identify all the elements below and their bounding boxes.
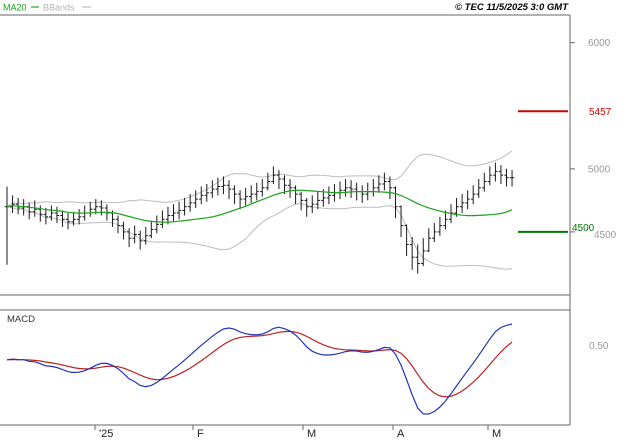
price-tick-5000: 5000 [588, 165, 611, 176]
copyright-text: © TEC 11/5/2025 3:0 GMT [455, 2, 569, 13]
price-tick-4500: 4500 [594, 230, 617, 241]
price-axis-ticks-layer [570, 42, 575, 233]
ma20-legend-label: MA20 [3, 3, 27, 13]
bb-lower-line [6, 202, 513, 270]
x-axis-label: M [307, 428, 316, 440]
x-axis-label: M [492, 428, 501, 440]
macd-axis-label: 0.50 [589, 341, 609, 352]
bollinger-bands-layer [6, 150, 513, 270]
ma20-layer [6, 189, 513, 223]
macd-signal-polyline [6, 330, 513, 398]
bb-upper-line [6, 150, 513, 208]
bbands-legend-label: BBands [43, 3, 75, 13]
resistance-price-label: 5457 [589, 107, 612, 118]
support-price-label: 4500 [572, 223, 595, 234]
x-axis-label: A [397, 428, 405, 440]
x-axis-label: '25 [99, 428, 113, 440]
x-axis-label: F [197, 428, 204, 440]
macd-polyline [6, 323, 513, 415]
ma20-polyline [6, 189, 513, 223]
x-axis-layer: '25 F M A M [94, 425, 501, 440]
candlesticks-layer [4, 162, 515, 274]
macd-panel-label: MACD [7, 314, 35, 325]
macd-layer [6, 323, 513, 415]
price-tick-6000: 6000 [588, 38, 611, 49]
support-resistance-layer [518, 110, 568, 233]
plot-borders [0, 14, 571, 426]
